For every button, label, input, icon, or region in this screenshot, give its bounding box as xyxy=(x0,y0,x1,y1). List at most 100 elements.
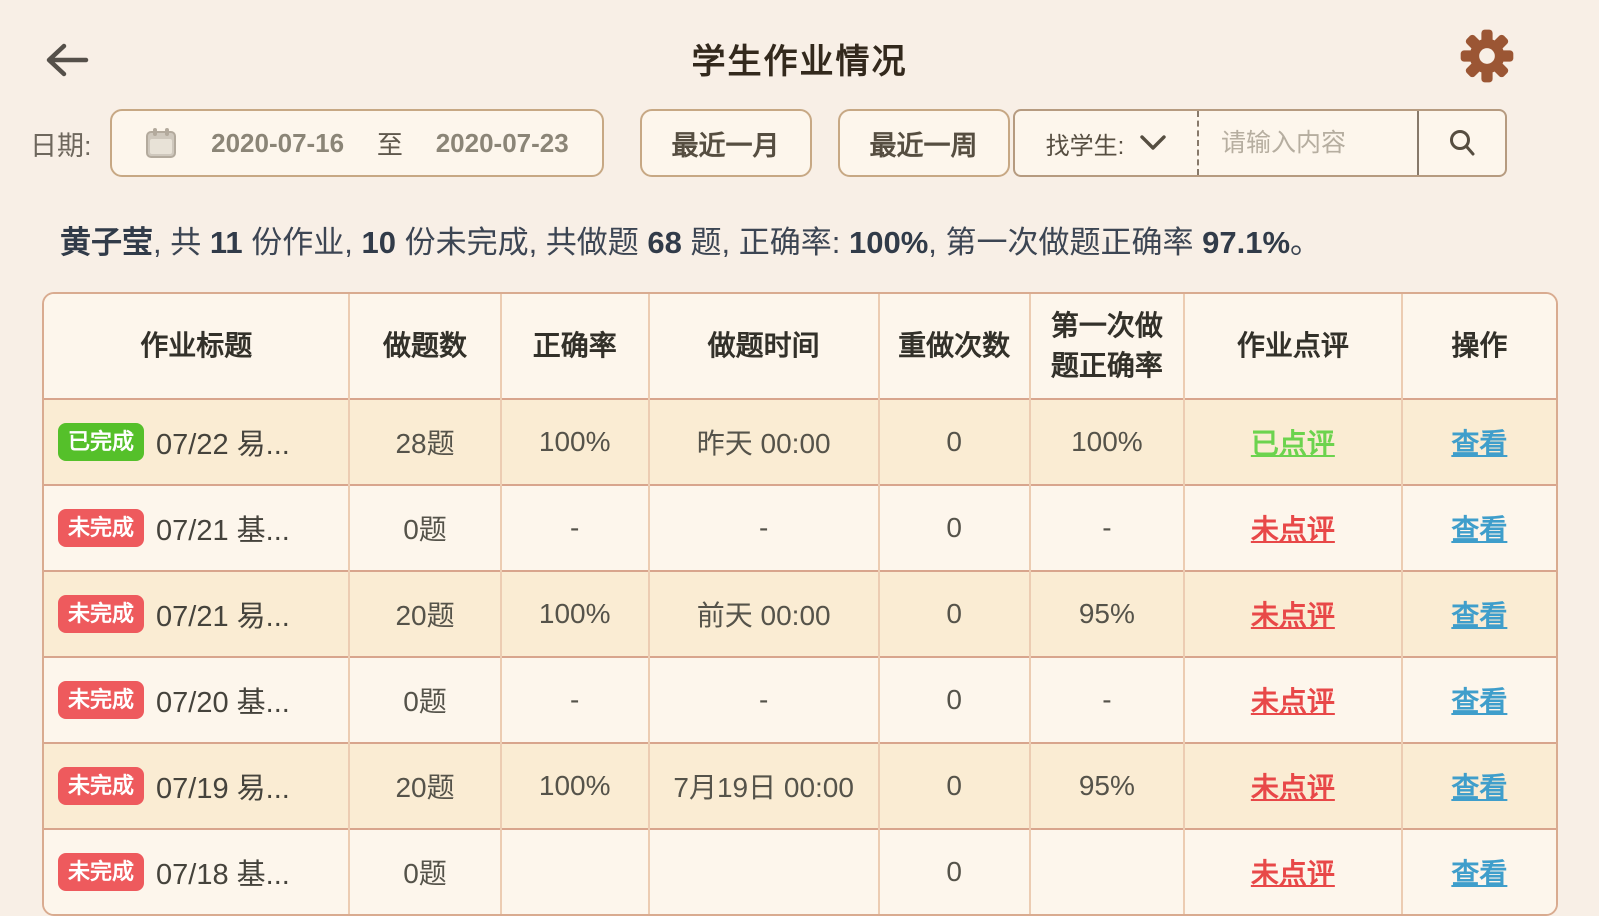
summary-segment: 100% xyxy=(848,225,929,260)
view-link[interactable]: 查看 xyxy=(1451,772,1508,803)
student-select-label: 找学生: xyxy=(1045,132,1125,160)
review-link[interactable]: 未点评 xyxy=(1250,772,1335,803)
summary-segment: 份作业, xyxy=(242,225,362,260)
cell-time: 前天 00:00 xyxy=(648,570,880,657)
cell-accuracy: 100% xyxy=(500,570,650,657)
date-separator: 至 xyxy=(376,129,403,160)
cell-redo-count: 0 xyxy=(878,398,1031,485)
cell-first-accuracy: 95% xyxy=(1029,570,1186,657)
cell-redo-count: 0 xyxy=(878,484,1031,571)
cell-accuracy: 100% xyxy=(500,742,650,829)
col-header-time: 做题时间 xyxy=(648,294,880,399)
accuracy: 100% xyxy=(538,770,611,801)
review-link[interactable]: 已点评 xyxy=(1250,428,1335,459)
cell-first-accuracy xyxy=(1029,828,1186,914)
col-header-accuracy: 正确率 xyxy=(500,294,650,399)
cell-homework-title: 已完成 07/22 易... xyxy=(44,398,351,485)
question-count: 20题 xyxy=(395,600,455,631)
cell-homework-title: 未完成 07/18 基... xyxy=(44,828,351,914)
student-summary: 黄子莹, 共 11 份作业, 10 份未完成, 共做题 68 题, 正确率: 1… xyxy=(60,218,1490,268)
summary-segment: 黄子莹 xyxy=(60,225,153,260)
cell-action: 查看 xyxy=(1401,398,1556,485)
view-link[interactable]: 查看 xyxy=(1451,514,1508,545)
homework-title: 07/22 易... xyxy=(156,429,290,461)
cell-review: 未点评 xyxy=(1184,656,1403,743)
cell-review: 未点评 xyxy=(1184,570,1403,657)
cell-homework-title: 未完成 07/21 易... xyxy=(44,570,351,657)
table-header-row: 作业标题 做题数 正确率 做题时间 重做次数 第一次做题正确率 作业点评 操作 xyxy=(44,294,1556,399)
cell-question-count: 20题 xyxy=(349,570,502,657)
search-input-wrap xyxy=(1199,111,1417,175)
review-link[interactable]: 未点评 xyxy=(1250,600,1335,631)
cell-accuracy xyxy=(500,828,650,914)
homework-title-cell: 未完成 07/21 易... xyxy=(48,593,344,635)
table-row: 未完成 07/19 易... 20题 100% 7月19日 00:00 0 95% 未点评… xyxy=(44,742,1556,829)
status-badge: 已完成 xyxy=(58,423,145,461)
first-accuracy: 100% xyxy=(1071,426,1143,457)
summary-segment: 97.1% xyxy=(1202,225,1291,260)
student-select-dropdown[interactable]: 找学生: xyxy=(1015,111,1199,175)
redo-count: 0 xyxy=(946,598,962,629)
cell-question-count: 28题 xyxy=(349,398,502,485)
summary-segment: 份未完成, 共做题 xyxy=(395,225,648,260)
homework-title: 07/21 基... xyxy=(156,515,290,547)
question-count: 28题 xyxy=(395,428,455,459)
search-input[interactable] xyxy=(1219,127,1397,159)
cell-action: 查看 xyxy=(1401,742,1556,829)
cell-question-count: 20题 xyxy=(349,742,502,829)
review-link[interactable]: 未点评 xyxy=(1250,514,1335,545)
summary-segment: 11 xyxy=(209,225,243,260)
back-button[interactable] xyxy=(44,40,90,80)
cell-review: 未点评 xyxy=(1184,742,1403,829)
cell-time: - xyxy=(648,484,880,571)
view-link[interactable]: 查看 xyxy=(1451,686,1508,717)
filter-bar: 日期: 2020-07-16 至 2020-07-23 最近一月 最近一周 找学… xyxy=(30,106,1599,180)
view-link[interactable]: 查看 xyxy=(1451,858,1508,889)
view-link[interactable]: 查看 xyxy=(1451,600,1508,631)
cell-redo-count: 0 xyxy=(878,570,1031,657)
cell-redo-count: 0 xyxy=(878,828,1031,914)
view-link[interactable]: 查看 xyxy=(1451,428,1508,459)
table-row: 未完成 07/20 基... 0题 - - 0 - 未点评 查看 xyxy=(44,656,1556,743)
review-link[interactable]: 未点评 xyxy=(1250,858,1335,889)
cell-time: - xyxy=(648,656,880,743)
question-count: 20题 xyxy=(395,772,455,803)
table-row: 未完成 07/18 基... 0题 0 未点评 查看 xyxy=(44,828,1556,914)
accuracy: 100% xyxy=(538,598,611,629)
col-header-review: 作业点评 xyxy=(1184,294,1403,399)
cell-review: 未点评 xyxy=(1184,828,1403,914)
last-month-button[interactable]: 最近一月 xyxy=(639,109,812,177)
cell-homework-title: 未完成 07/21 基... xyxy=(44,484,351,571)
redo-count: 0 xyxy=(946,770,962,801)
arrow-left-icon xyxy=(46,43,89,77)
search-icon xyxy=(1450,130,1475,156)
first-accuracy: 95% xyxy=(1078,598,1135,629)
search-button[interactable] xyxy=(1417,111,1505,175)
settings-button[interactable] xyxy=(1459,28,1515,84)
work-time: 7月19日 00:00 xyxy=(673,772,854,803)
first-accuracy: - xyxy=(1102,512,1112,543)
cell-action: 查看 xyxy=(1401,656,1556,743)
date-range-picker[interactable]: 2020-07-16 至 2020-07-23 xyxy=(109,109,604,177)
question-count: 0题 xyxy=(403,686,447,717)
cell-first-accuracy: 95% xyxy=(1029,742,1186,829)
work-time: - xyxy=(759,512,769,543)
review-link[interactable]: 未点评 xyxy=(1250,686,1335,717)
accuracy: 100% xyxy=(538,426,611,457)
redo-count: 0 xyxy=(946,856,962,887)
col-header-first-accuracy: 第一次做题正确率 xyxy=(1029,294,1186,399)
homework-title: 07/20 基... xyxy=(156,687,290,719)
redo-count: 0 xyxy=(946,426,962,457)
calendar-icon xyxy=(146,128,177,158)
last-week-button[interactable]: 最近一周 xyxy=(837,109,1010,177)
cell-question-count: 0题 xyxy=(349,828,502,914)
first-accuracy: 95% xyxy=(1078,770,1135,801)
page-title: 学生作业情况 xyxy=(691,43,908,81)
status-badge: 未完成 xyxy=(58,853,145,891)
redo-count: 0 xyxy=(946,512,962,543)
summary-segment: 。 xyxy=(1290,225,1322,260)
cell-accuracy: - xyxy=(500,484,650,571)
cell-review: 已点评 xyxy=(1184,398,1403,485)
cell-redo-count: 0 xyxy=(878,742,1031,829)
cell-question-count: 0题 xyxy=(349,484,502,571)
